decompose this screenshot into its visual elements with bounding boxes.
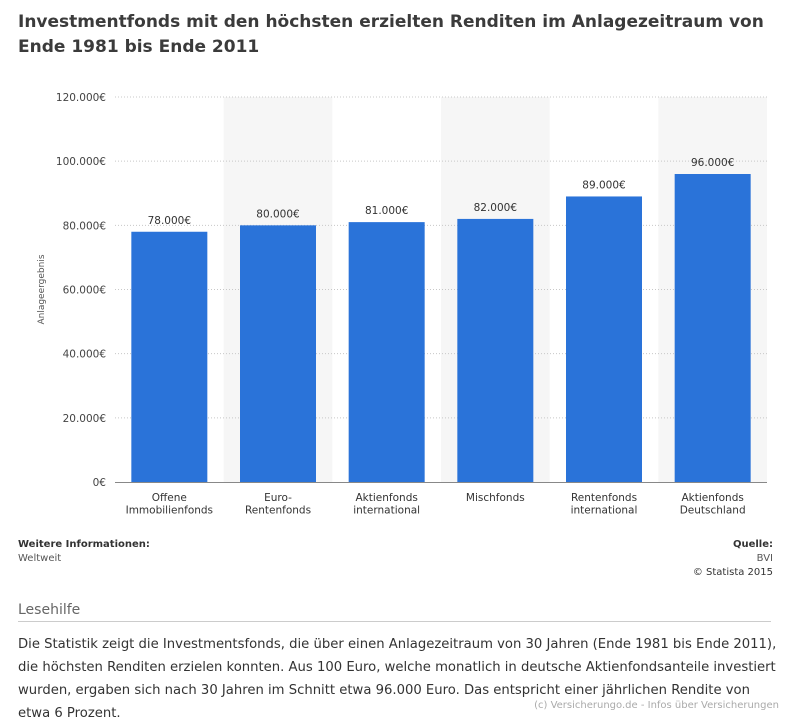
y-tick-label: 60.000€ [63, 285, 106, 297]
bar-chart: 0€ 20.000€ 40.000€ 60.000€ 80.000€ 100.000€ 12… [37, 92, 767, 517]
y-tick-label: 120.000€ [56, 92, 106, 104]
y-tick-label: 20.000€ [63, 413, 106, 425]
footer-credit: (c) Versicherungo.de - Infos über Versic… [534, 700, 779, 711]
chart-title: Investmentfonds mit den höchsten erzielt… [18, 12, 764, 57]
bar [131, 231, 208, 482]
grid-lines [115, 96, 767, 419]
category-label: Rentenfonds international [571, 492, 638, 517]
lesehilfe-heading: Lesehilfe [18, 602, 771, 622]
bar [457, 218, 534, 482]
category-labels: Offene Immobilienfonds Euro-Rentenfonds Akt… [126, 492, 746, 517]
further-info-heading: Weitere Informationen: [18, 539, 150, 550]
y-axis-label: Anlageergebnis [37, 254, 47, 324]
data-label: 89.000€ [582, 179, 625, 191]
y-tick-label: 0€ [93, 477, 106, 489]
bar [240, 225, 316, 483]
lesehilfe-text: Die Statistik zeigt die Investmentsfonds… [18, 637, 777, 721]
source-heading: Quelle: [732, 539, 773, 550]
data-label: 82.000€ [474, 202, 517, 214]
y-tick-label: 40.000€ [63, 349, 106, 361]
source-text: BVI [756, 553, 773, 564]
bar [674, 174, 751, 482]
y-axis-ticks: 0€ 20.000€ 40.000€ 60.000€ 80.000€ 100.000€ 12… [56, 92, 106, 489]
bar [348, 222, 425, 482]
further-info: Weitere Informationen: Weltweit [18, 538, 150, 566]
data-label: 81.000€ [365, 205, 408, 217]
y-tick-label: 80.000€ [63, 220, 106, 232]
bar [566, 196, 642, 483]
data-labels: 78.000€ 80.000€ 81.000€ 82.000€ 89.000€ 96.00… [148, 157, 735, 227]
further-info-text: Weltweit [18, 553, 62, 564]
source-info: Quelle: BVI © Statista 2015 [693, 538, 773, 580]
category-label: Aktienfonds international [353, 492, 420, 517]
bars [131, 174, 751, 483]
category-label: Euro-Rentenfonds [245, 492, 311, 517]
copyright-text: © Statista 2015 [692, 567, 773, 578]
category-label: Offene Immobilienfonds [126, 492, 213, 517]
category-label: Mischfonds [466, 492, 525, 504]
y-tick-label: 100.000€ [56, 156, 106, 168]
data-label: 78.000€ [148, 215, 191, 227]
category-label: Aktienfonds Deutschland [680, 492, 746, 517]
data-label: 80.000€ [256, 208, 299, 220]
data-label: 96.000€ [691, 157, 734, 169]
